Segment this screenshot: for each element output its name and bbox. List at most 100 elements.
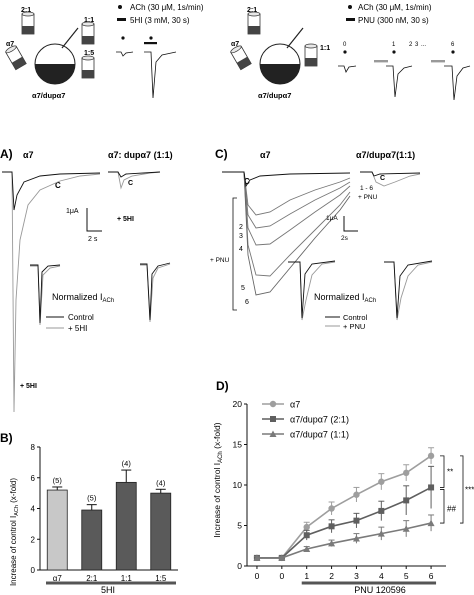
bracket (232, 197, 237, 311)
drug-label: + 5HI (20, 383, 37, 390)
trace-5hi (108, 171, 161, 190)
mini-trace (144, 51, 177, 99)
pnu-label: + PNU (210, 257, 230, 264)
legend-marker (269, 400, 277, 408)
trace-normalized-pnu (384, 261, 433, 321)
trace-title: α7: dupα7 (1:1) (108, 150, 173, 160)
trace-title: α7 (260, 150, 271, 160)
bar (150, 492, 172, 571)
ratio-label: 2:1 (247, 7, 257, 14)
mini-trace (338, 65, 357, 73)
chart-b: B) Increase of control IACh (x-fold) 5HI… (0, 431, 178, 595)
tube-icon (304, 43, 318, 67)
x-tick-label: 0 (255, 571, 260, 581)
panel-letter: D) (216, 379, 229, 393)
ach-dot-icon (343, 50, 347, 54)
ach-dot-icon (392, 50, 396, 54)
trace-normalized-control (140, 262, 171, 321)
panel-c: C) α7 α7/dupα7(1:1) C 2 3 4 5 6 + PNU C … (210, 147, 433, 331)
x-tick-label: 1:5 (155, 574, 167, 583)
ratio-label: 1:1 (84, 17, 94, 24)
x-tick-label: α7 (53, 574, 63, 583)
pnu-range-label: + PNU (358, 194, 378, 201)
legend-control: Control (68, 313, 94, 322)
receptor-label: α7 (6, 41, 14, 48)
panel-letter: B) (0, 431, 13, 445)
protocol-label: ... (421, 42, 426, 48)
sig-label: *** (465, 485, 474, 494)
y-tick-label: 0 (31, 566, 36, 575)
mini-trace (386, 65, 413, 98)
y-tick-label: 8 (31, 443, 36, 452)
drug-bar-icon (117, 18, 126, 21)
pnu-range-label: 1 - 6 (360, 185, 373, 192)
legend-ach: ACh (30 μM, 1s/min) (130, 3, 204, 12)
legend-drug: + PNU (343, 322, 365, 331)
control-label: C (380, 175, 385, 182)
x-tick-label: 2 (329, 571, 334, 581)
bar (115, 481, 137, 571)
trace-5hi (2, 171, 101, 413)
tube-icon (21, 11, 35, 35)
trace-normalized-5hi (140, 263, 171, 323)
trace-normalized-control (288, 260, 336, 319)
tube-icon (81, 21, 95, 45)
data-point (253, 554, 261, 561)
data-point (328, 539, 336, 547)
scale-current: 1μA (66, 208, 79, 215)
mini-trace (444, 65, 471, 101)
n-label: (4) (156, 478, 166, 487)
y-tick-label: 2 (31, 535, 36, 544)
y-tick-label: 0 (237, 561, 242, 571)
sig-bracket (440, 489, 445, 524)
trace-normalized-control (384, 260, 433, 319)
trace-control (2, 171, 101, 211)
data-point (377, 530, 385, 537)
legend-ach: ACh (30 μM, 1s/min) (358, 3, 432, 12)
scheme-right: 2:1 α7 1:1 α7/dupα7 ACh (30 μM, 1s/min) … (230, 3, 471, 101)
protocol-label: 2 (409, 42, 413, 48)
x-tick-label: 3 (354, 571, 359, 581)
ach-dot-icon (451, 50, 455, 54)
series-line (256, 455, 432, 559)
control-label: C (55, 181, 61, 190)
data-point (378, 478, 385, 485)
drug-bar-icon (144, 42, 157, 45)
data-point (402, 525, 410, 532)
tube-icon (247, 11, 261, 35)
panel-letter: C) (215, 147, 228, 161)
data-point (403, 469, 410, 477)
bar (81, 509, 103, 571)
tube-icon (5, 45, 27, 71)
normalized-label: Normalized IACh (314, 292, 376, 304)
trace-number: 5 (241, 285, 245, 292)
trace-pnu-6 (222, 171, 351, 296)
scheme-left: 2:1 1:1 α7 1:5 α7/dupα7 ACh (30 μM, 1s/m… (5, 3, 204, 100)
sig-bracket (460, 455, 464, 524)
x-axis-label: 5HI (101, 585, 115, 595)
ratio-label: 1:1 (320, 45, 330, 52)
ratio-label: 2:1 (21, 7, 31, 14)
trace-control (108, 171, 161, 178)
data-point (428, 484, 435, 491)
drug-label: + 5HI (117, 216, 134, 223)
drug-bar-icon (374, 60, 388, 63)
x-tick-label: 2:1 (86, 574, 98, 583)
ach-dot-icon (348, 5, 352, 9)
x-tick-label: 5 (404, 571, 409, 581)
panel-a: A) α7 α7: dupα7 (1:1) C + 5HI C 1μA 2 s … (0, 147, 173, 413)
trace-pnu-2 (222, 171, 351, 216)
n-label: (5) (53, 476, 63, 485)
scale-bar (343, 216, 358, 232)
data-point (352, 534, 360, 542)
protocol-label: 1 (392, 42, 396, 48)
oocyte-icon (34, 27, 79, 85)
trace-number: 4 (239, 246, 243, 253)
protocol-label: 3 (415, 42, 419, 48)
chart-d: D) Increase of control IACh (x-fold) PNU… (212, 379, 474, 595)
protocol-label: 6 (451, 42, 455, 48)
legend-label: α7 (290, 400, 300, 410)
trace-number: 6 (245, 299, 249, 306)
x-tick-label: 1 (304, 571, 309, 581)
ach-dot-icon (149, 36, 153, 40)
